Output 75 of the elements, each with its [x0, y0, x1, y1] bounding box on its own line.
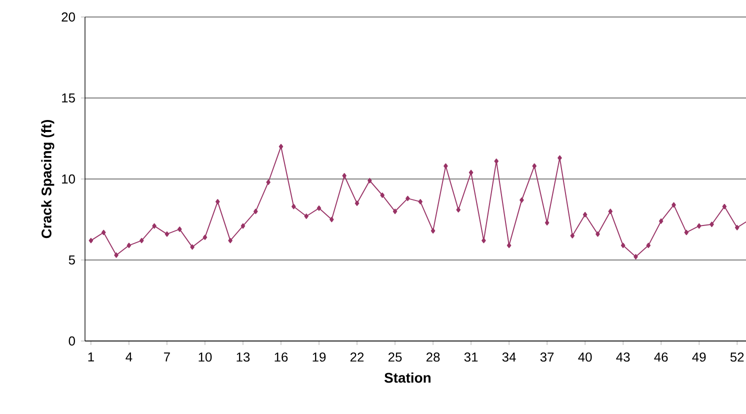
point — [722, 204, 727, 210]
point — [444, 163, 448, 169]
point — [520, 197, 524, 203]
point — [570, 233, 575, 238]
point — [278, 144, 284, 150]
point — [710, 222, 714, 228]
y-tick-label: 20 — [62, 12, 75, 22]
point — [596, 231, 600, 237]
point — [544, 220, 550, 226]
point — [330, 216, 334, 222]
x-tick-label: 31 — [464, 352, 478, 362]
x-tick-label: 37 — [540, 352, 554, 362]
point — [88, 238, 94, 244]
point — [152, 223, 156, 229]
point — [506, 242, 512, 248]
point — [164, 231, 170, 237]
point — [228, 238, 232, 244]
point — [101, 230, 106, 236]
x-tick-label: 52 — [730, 352, 744, 362]
x-tick-label: 40 — [578, 352, 592, 362]
point — [672, 202, 676, 208]
point — [634, 254, 638, 260]
point — [734, 224, 740, 230]
point — [316, 205, 322, 211]
x-tick-label: 28 — [426, 352, 440, 362]
point — [658, 218, 664, 224]
x-tick-label: 34 — [502, 352, 516, 362]
point — [620, 242, 626, 248]
point — [494, 158, 499, 164]
point — [532, 163, 537, 169]
x-tick-label: 22 — [350, 352, 364, 362]
x-tick-label: 43 — [616, 352, 630, 362]
y-tick-label: 0 — [68, 336, 75, 346]
point — [178, 226, 182, 232]
point — [456, 207, 461, 212]
point — [608, 208, 613, 214]
point — [368, 178, 372, 184]
y-tick-label: 10 — [62, 174, 75, 184]
x-tick-label: 16 — [274, 352, 288, 362]
x-tick-label: 19 — [312, 352, 326, 362]
point — [190, 244, 194, 250]
point — [139, 238, 144, 244]
x-tick-label: 4 — [126, 352, 132, 362]
point — [354, 200, 360, 206]
point — [468, 170, 474, 176]
point — [254, 208, 258, 214]
x-tick-label: 25 — [388, 352, 402, 362]
point — [380, 192, 384, 198]
point — [392, 208, 398, 214]
point — [406, 196, 410, 202]
point — [240, 223, 246, 229]
point — [646, 242, 651, 248]
point — [430, 228, 436, 234]
point — [216, 198, 220, 204]
x-tick-label: 7 — [164, 352, 170, 362]
point — [292, 204, 296, 210]
point — [418, 198, 423, 204]
x-tick-label: 49 — [692, 352, 706, 362]
point — [266, 180, 270, 185]
point — [684, 230, 689, 236]
x-tick-label: 46 — [654, 352, 668, 362]
point — [342, 173, 346, 178]
y-axis-title: Crack Spacing (ft) — [41, 120, 54, 238]
point — [304, 214, 308, 219]
point — [126, 242, 132, 248]
x-axis-title: Station — [384, 372, 430, 383]
x-tick-label: 1 — [88, 352, 94, 362]
point — [582, 212, 588, 218]
point — [202, 234, 208, 240]
y-tick-label: 5 — [68, 255, 75, 265]
y-tick-label: 15 — [62, 93, 75, 103]
x-tick-label: 13 — [236, 352, 250, 362]
point — [696, 223, 702, 229]
point — [114, 252, 118, 258]
x-tick-label: 10 — [198, 352, 212, 362]
